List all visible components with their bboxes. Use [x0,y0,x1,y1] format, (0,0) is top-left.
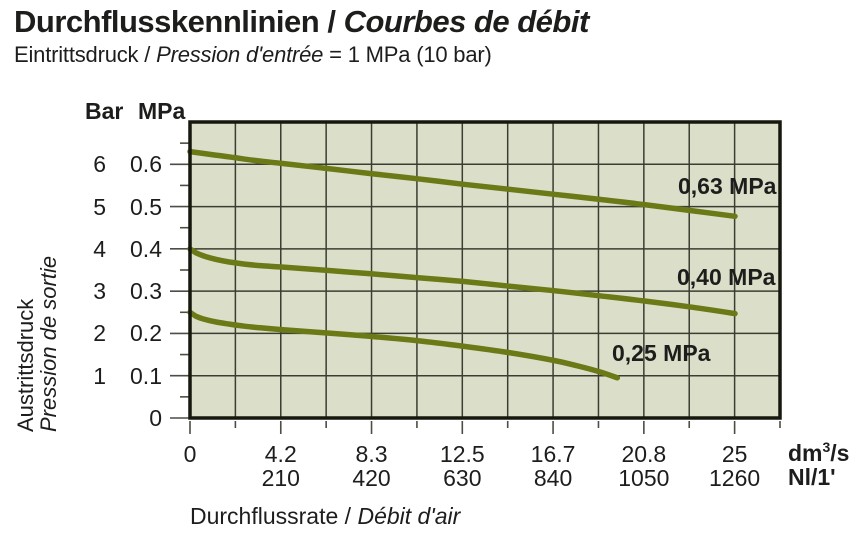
curve-label: 0,40 MPa [677,264,776,290]
x-tick-secondary: 630 [443,465,482,491]
y-tick-mpa: 0.1 [130,362,162,389]
x-axis-unit-primary: dm3/s [788,439,850,466]
y-tick-mpa: 0.3 [130,278,162,305]
x-tick-secondary: 1260 [709,465,761,491]
x-tick-primary: 4.2 [264,441,297,467]
plot-border [188,120,782,420]
chart-subtitle-de: Eintrittsdruck / [14,42,151,67]
y-tick-bar: 5 [93,193,106,220]
curve-label: 0,25 MPa [612,340,711,366]
x-tick-secondary: 210 [261,465,300,491]
y-tick-bar: 3 [93,278,106,305]
x-axis-unit-secondary: Nl/1' [788,464,836,490]
flow-curve [187,309,621,381]
y-axis-unit-mpa: MPa [138,98,186,124]
x-tick-primary: 20.8 [621,441,667,467]
x-axis-label-fr: Débit d'air [357,503,461,529]
y-tick-bar: 2 [93,320,106,347]
y-tick-mpa: 0.2 [130,320,162,347]
y-tick-bar: 4 [93,235,106,262]
chart-title-fr: Courbes de débit [343,4,590,39]
flow-curve [187,246,738,317]
chart-subtitle-value: = 1 MPa (10 bar) [329,42,492,67]
y-tick-mpa: 0.4 [130,235,162,262]
x-tick-secondary: 1050 [618,465,670,491]
x-tick-primary: 0 [183,441,197,467]
chart-subtitle: Eintrittsdruck / Pression d'entrée = 1 M… [14,42,492,68]
y-tick-bar: 6 [93,151,106,178]
x-tick-primary: 8.3 [355,441,388,467]
y-axis-unit-bar: Bar [85,98,124,124]
curve-label: 0,63 MPa [678,173,777,199]
chart-subtitle-fr: Pression d'entrée [156,42,324,67]
x-tick-primary: 12.5 [439,441,485,467]
x-axis-label-de: Durchflussrate / [190,503,352,529]
x-tick-secondary: 840 [533,465,573,491]
chart-title-de: Durchflusskennlinien / [14,4,336,39]
y-tick-mpa: 0 [149,405,162,431]
x-tick-primary: 16.7 [530,441,576,467]
y-tick-mpa: 0.6 [130,151,162,178]
chart-title: Durchflusskennlinien / Courbes de débit [14,4,589,40]
flow-curve [187,148,738,220]
y-tick-mpa: 0.5 [130,193,162,220]
y-tick-bar: 1 [93,362,106,389]
x-tick-secondary: 420 [352,465,391,491]
x-tick-primary: 25 [721,441,748,467]
x-axis-label: Durchflussrate / Débit d'air [190,503,460,530]
